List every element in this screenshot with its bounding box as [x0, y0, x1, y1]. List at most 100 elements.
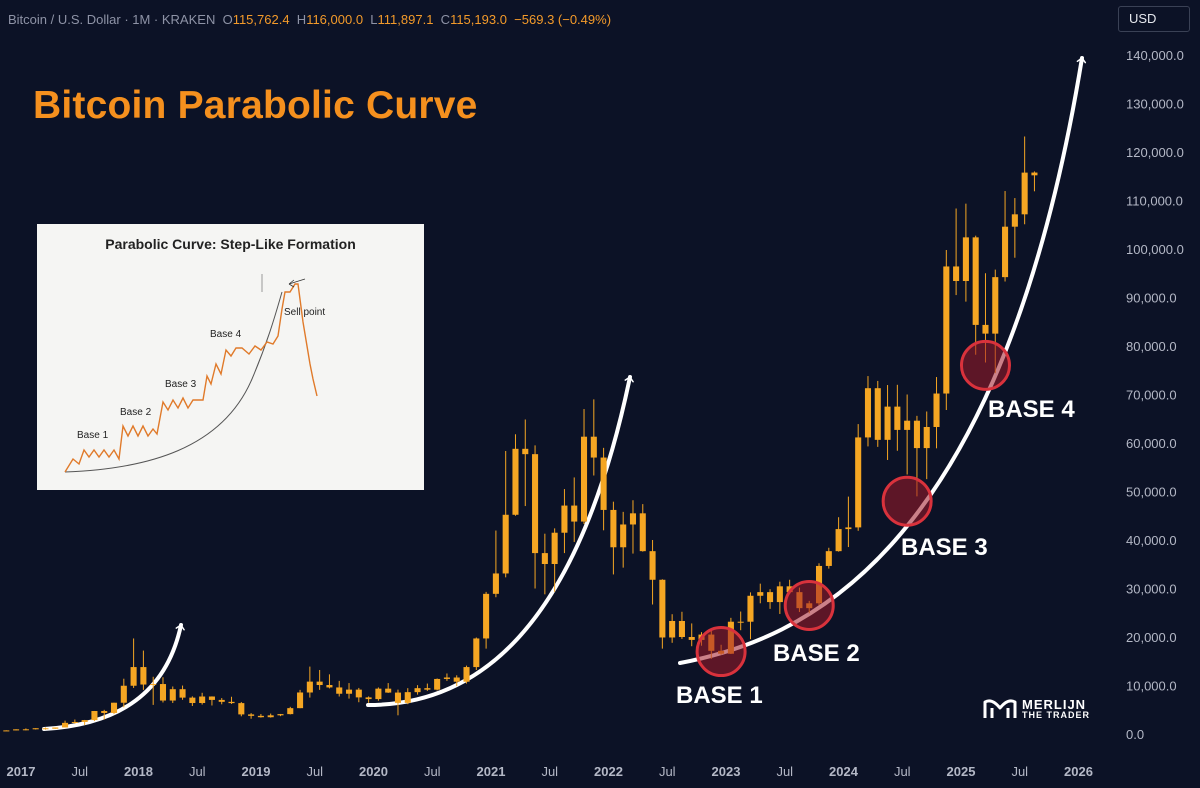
candle-body: [747, 595, 754, 622]
close-value: 115,193.0: [450, 12, 507, 27]
candle-body: [394, 692, 402, 703]
candle-body: [267, 715, 274, 718]
candle-body: [453, 677, 460, 682]
candle: [972, 235, 979, 355]
candle: [159, 677, 167, 703]
candle-body: [913, 420, 920, 449]
high-value: 116,000.0: [306, 12, 364, 27]
candle: [678, 611, 685, 639]
time-axis[interactable]: 2017 Jul 2018 Jul 2019 Jul 2020 Jul 2021 Jul 2022 J…: [7, 764, 1093, 779]
candle: [776, 581, 783, 614]
candle: [659, 579, 666, 649]
candle: [933, 377, 940, 449]
candle: [904, 394, 911, 475]
candle-body: [404, 692, 411, 703]
candle: [32, 728, 39, 730]
high-label: H: [296, 12, 307, 27]
y-tick-label: 120,000.0: [1126, 145, 1184, 160]
candle: [345, 683, 353, 699]
candle: [629, 500, 637, 554]
x-tick-label: 2019: [242, 764, 271, 779]
candle: [649, 540, 656, 605]
candle-body: [463, 667, 470, 682]
candle-body: [42, 728, 49, 730]
inset-sell-point-label: Sell point: [284, 307, 326, 318]
x-tick-label: 2024: [829, 764, 859, 779]
candle-body: [3, 730, 10, 732]
candle-body: [1021, 172, 1028, 215]
candle: [394, 689, 402, 716]
candle: [1031, 171, 1038, 192]
candle-body: [629, 513, 637, 525]
candle: [551, 528, 558, 592]
base-1-callout: BASE 1: [676, 682, 763, 709]
close-label: C: [440, 12, 451, 27]
y-tick-label: 140,000.0: [1126, 48, 1184, 63]
candle-body: [345, 689, 353, 694]
candle: [13, 729, 20, 731]
candle-body: [32, 728, 39, 730]
x-tick-label: 2022: [594, 764, 623, 779]
candle: [22, 728, 29, 731]
candle-body: [864, 388, 872, 438]
merlijn-logo-icon: [983, 699, 1017, 718]
candle: [580, 409, 588, 524]
candle-body: [767, 592, 774, 603]
base-4-callout: BASE 4: [988, 396, 1075, 423]
candle-body: [825, 551, 832, 566]
y-tick-label: 10,000.0: [1126, 679, 1177, 694]
x-tick-label: 2026: [1064, 764, 1093, 779]
candle: [639, 504, 646, 552]
candle: [238, 702, 245, 717]
x-tick-label: Jul: [306, 764, 323, 779]
candle: [571, 477, 578, 542]
candle: [91, 710, 98, 721]
candle-body: [277, 714, 284, 716]
candle: [600, 447, 607, 531]
candle: [1021, 136, 1028, 225]
inset-base-3-label: Base 3: [165, 379, 197, 390]
candle-body: [855, 437, 862, 528]
candle: [140, 650, 147, 690]
base-2-callout: BASE 2: [773, 640, 860, 667]
candle: [492, 530, 499, 598]
candle-body: [189, 697, 196, 704]
candle-body: [414, 688, 421, 693]
candle-body: [13, 729, 20, 731]
candle-body: [434, 678, 441, 690]
candle: [473, 637, 480, 670]
candle-body: [532, 454, 539, 554]
candle-body: [561, 505, 568, 533]
candle-body: [375, 688, 382, 700]
x-tick-label: 2021: [477, 764, 506, 779]
candle-body: [894, 406, 901, 430]
candle: [414, 685, 421, 695]
candle: [620, 511, 627, 568]
x-tick-label: 2018: [124, 764, 153, 779]
candle: [943, 249, 950, 411]
currency-button[interactable]: USD: [1118, 6, 1190, 32]
candle: [110, 702, 118, 715]
candle: [737, 611, 744, 631]
candle: [884, 385, 891, 460]
candle: [326, 674, 333, 689]
candle-body: [110, 702, 118, 713]
candle: [130, 638, 137, 688]
candle: [62, 720, 69, 728]
candle: [610, 501, 617, 575]
y-tick-label: 60,000.0: [1126, 436, 1177, 451]
x-tick-label: 2020: [359, 764, 388, 779]
candle-body: [150, 684, 157, 686]
candle-body: [365, 697, 372, 700]
candle-body: [257, 715, 264, 718]
candle: [874, 380, 881, 447]
inset-price-line: [64, 283, 318, 473]
inset-sell-arrow: [288, 278, 306, 288]
candle-body: [923, 426, 930, 449]
candle-body: [659, 579, 666, 638]
price-axis[interactable]: 0.0 10,000.0 20,000.0 30,000.0 40,000.0 50,00…: [1126, 48, 1184, 742]
y-tick-label: 40,000.0: [1126, 533, 1177, 548]
x-tick-label: 2023: [712, 764, 741, 779]
